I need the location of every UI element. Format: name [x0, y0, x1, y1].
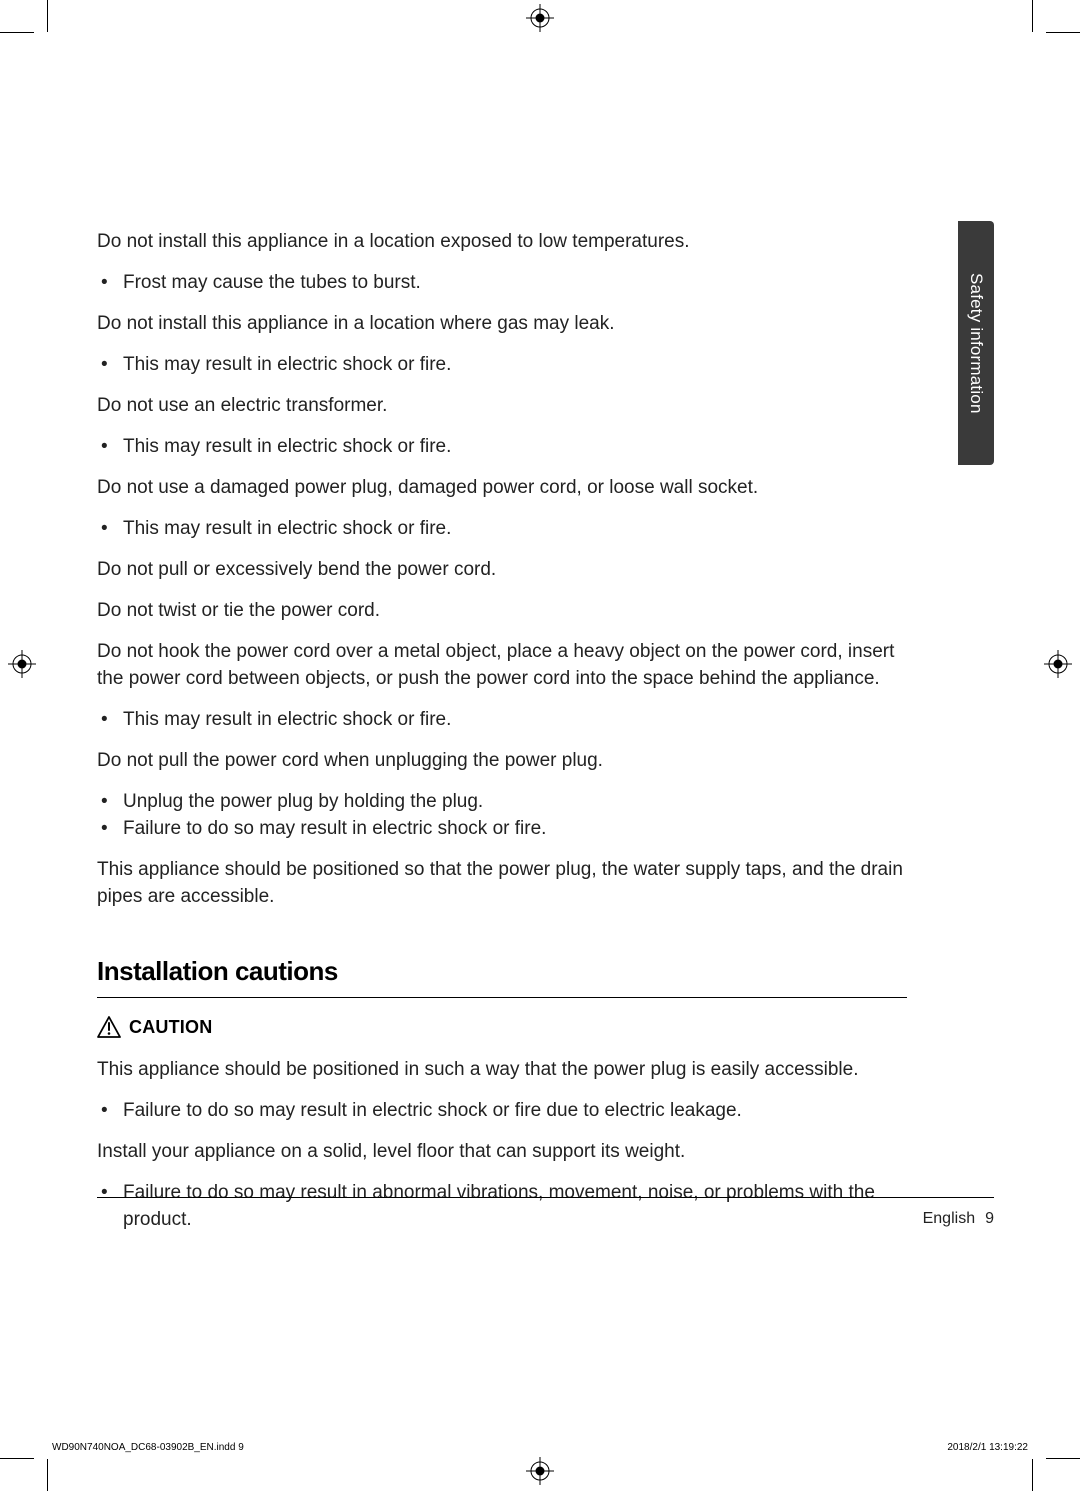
indd-filename: WD90N740NOA_DC68-03902B_EN.indd 9	[52, 1442, 244, 1453]
section-tab: Safety information	[958, 221, 994, 465]
footer-page-number: 9	[985, 1210, 994, 1228]
registration-mark-icon	[8, 650, 36, 678]
crop-mark	[1032, 0, 1033, 32]
paragraph-block: Do not twist or tie the power cord.	[97, 597, 907, 624]
footer-language: English	[923, 1210, 975, 1228]
body-text: Do not pull the power cord when unpluggi…	[97, 747, 907, 774]
page: Safety information Do not install this a…	[0, 0, 1080, 1491]
bullet-list: Failure to do so may result in electric …	[97, 1097, 907, 1124]
crop-mark	[47, 1459, 48, 1491]
paragraph-block: Do not install this appliance in a locat…	[97, 228, 907, 296]
section-heading: Installation cautions	[97, 956, 907, 998]
list-item: Unplug the power plug by holding the plu…	[123, 788, 907, 815]
paragraph-block: Do not install this appliance in a locat…	[97, 310, 907, 378]
crop-mark	[1046, 32, 1080, 33]
crop-mark	[0, 32, 34, 33]
bullet-list: Unplug the power plug by holding the plu…	[97, 788, 907, 842]
caution-row: CAUTION	[97, 1016, 907, 1038]
paragraph-block: Do not use a damaged power plug, damaged…	[97, 474, 907, 542]
indd-footer: WD90N740NOA_DC68-03902B_EN.indd 9 2018/2…	[52, 1442, 1028, 1453]
crop-mark	[47, 0, 48, 32]
body-text: Install your appliance on a solid, level…	[97, 1138, 907, 1165]
body-text: Do not install this appliance in a locat…	[97, 310, 907, 337]
list-item: Frost may cause the tubes to burst.	[123, 269, 907, 296]
body-text: Do not hook the power cord over a metal …	[97, 638, 907, 692]
page-footer: English 9	[97, 1210, 994, 1228]
crop-mark	[1032, 1459, 1033, 1491]
body-text: This appliance should be positioned in s…	[97, 1056, 907, 1083]
bullet-list: This may result in electric shock or fir…	[97, 433, 907, 460]
list-item: This may result in electric shock or fir…	[123, 706, 907, 733]
paragraph-block: This appliance should be positioned so t…	[97, 856, 907, 910]
registration-mark-icon	[526, 4, 554, 32]
paragraph-block: Do not pull the power cord when unpluggi…	[97, 747, 907, 842]
body-text: Do not use a damaged power plug, damaged…	[97, 474, 907, 501]
list-item: Failure to do so may result in electric …	[123, 815, 907, 842]
registration-mark-icon	[1044, 650, 1072, 678]
paragraph-block: Do not pull or excessively bend the powe…	[97, 556, 907, 583]
list-item: Failure to do so may result in electric …	[123, 1097, 907, 1124]
body-text: Do not use an electric transformer.	[97, 392, 907, 419]
paragraph-block: This appliance should be positioned in s…	[97, 1056, 907, 1124]
section-tab-label: Safety information	[966, 273, 986, 414]
list-item: This may result in electric shock or fir…	[123, 433, 907, 460]
crop-mark	[0, 1458, 34, 1459]
bullet-list: Frost may cause the tubes to burst.	[97, 269, 907, 296]
crop-mark	[1046, 1458, 1080, 1459]
body-text: Do not install this appliance in a locat…	[97, 228, 907, 255]
body-text: Do not twist or tie the power cord.	[97, 597, 907, 624]
paragraph-block: Do not use an electric transformer. This…	[97, 392, 907, 460]
registration-mark-icon	[526, 1457, 554, 1485]
content-area: Do not install this appliance in a locat…	[97, 228, 907, 1247]
caution-label: CAUTION	[129, 1017, 212, 1038]
caution-icon	[97, 1016, 121, 1038]
bullet-list: This may result in electric shock or fir…	[97, 351, 907, 378]
footer-rule	[97, 1197, 994, 1198]
indd-timestamp: 2018/2/1 13:19:22	[947, 1442, 1028, 1453]
list-item: This may result in electric shock or fir…	[123, 515, 907, 542]
body-text: Do not pull or excessively bend the powe…	[97, 556, 907, 583]
bullet-list: This may result in electric shock or fir…	[97, 706, 907, 733]
list-item: This may result in electric shock or fir…	[123, 351, 907, 378]
body-text: This appliance should be positioned so t…	[97, 856, 907, 910]
bullet-list: This may result in electric shock or fir…	[97, 515, 907, 542]
paragraph-block: Do not hook the power cord over a metal …	[97, 638, 907, 733]
